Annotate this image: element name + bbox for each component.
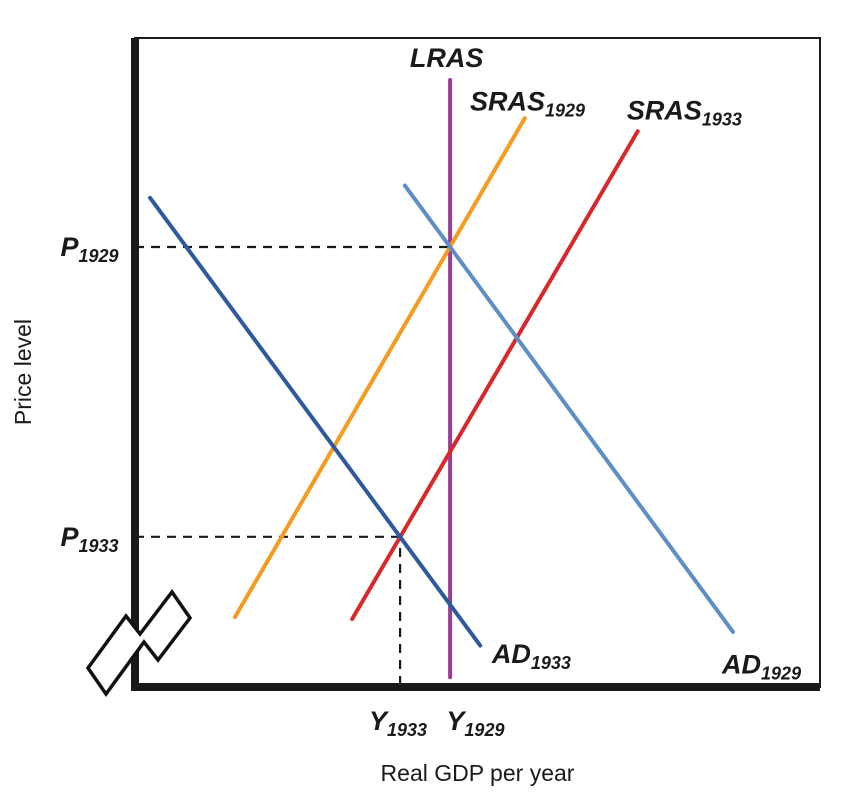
- y-axis-title: Price level: [10, 318, 36, 426]
- label-ad-1929: AD1929: [721, 649, 801, 683]
- x-axis-title: Real GDP per year: [380, 760, 575, 786]
- curve-ad-1933: [148, 195, 483, 648]
- label-y-1933: Y1933: [369, 706, 427, 740]
- label-sras-1929: SRAS1929: [470, 86, 585, 120]
- label-y-1929: Y1929: [446, 706, 504, 740]
- label-sras-1933: SRAS1933: [627, 95, 742, 129]
- curves: [148, 78, 736, 680]
- curve-sras-1929: [233, 116, 527, 620]
- label-p-1933: P1933: [60, 522, 118, 556]
- label-ad-1933: AD1933: [491, 639, 571, 673]
- label-p-1929: P1929: [60, 232, 118, 266]
- curve-labels: LRAS SRAS1929 SRAS1933 AD1933 AD1929 P1929 P19…: [60, 43, 801, 740]
- plot-frame: [134, 37, 821, 688]
- curve-ad-1929: [402, 183, 736, 634]
- curve-sras-1933: [350, 129, 640, 622]
- axis-break-icon: [85, 589, 193, 698]
- label-lras: LRAS: [410, 43, 484, 73]
